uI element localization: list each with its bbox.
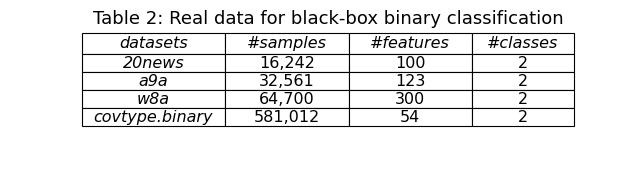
Title: Table 2: Real data for black-box binary classification: Table 2: Real data for black-box binary … xyxy=(93,9,563,28)
